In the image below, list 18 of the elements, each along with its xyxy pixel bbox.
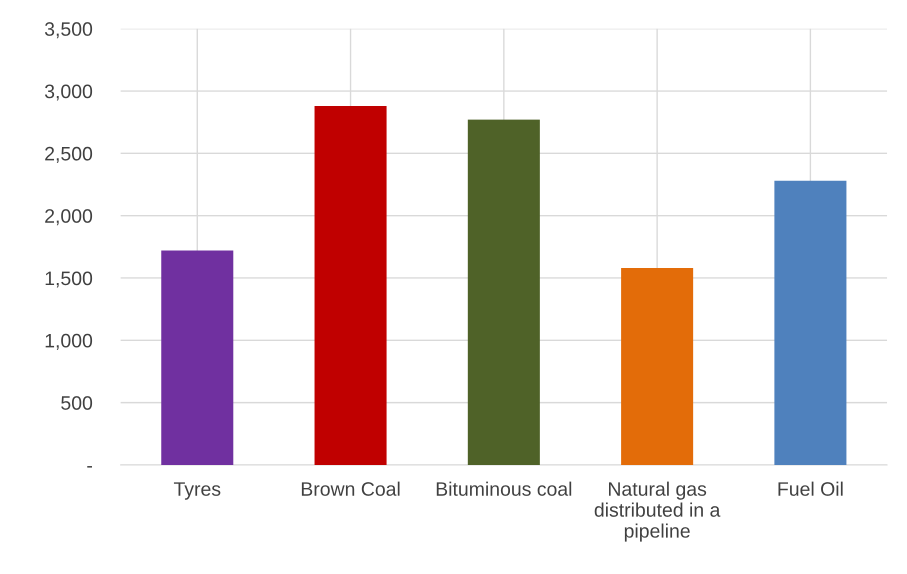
bar — [314, 106, 387, 465]
y-tick-label: 2,500 — [45, 146, 92, 163]
y-tick-label: 1,500 — [46, 271, 92, 288]
y-tick-label: 3,000 — [44, 84, 92, 101]
bar — [774, 180, 846, 465]
x-tick-label: Brown Coal — [302, 482, 400, 496]
bar — [161, 250, 234, 465]
x-tick-label: Fuel Oil — [778, 482, 843, 496]
y-tick-label: - — [87, 466, 92, 468]
x-tick-label: Tyres — [174, 482, 220, 500]
y-tick-label: 500 — [61, 396, 92, 410]
bar — [468, 120, 540, 465]
y-tick-label: 2,000 — [45, 209, 92, 226]
y-tick-label: 3,500 — [44, 22, 92, 38]
bar — [621, 268, 694, 465]
y-tick-label: 1,000 — [46, 334, 92, 350]
x-tick-label: Natural gas distributed in a pipeline — [594, 482, 720, 542]
x-tick-label: Bituminous coal — [436, 482, 572, 496]
